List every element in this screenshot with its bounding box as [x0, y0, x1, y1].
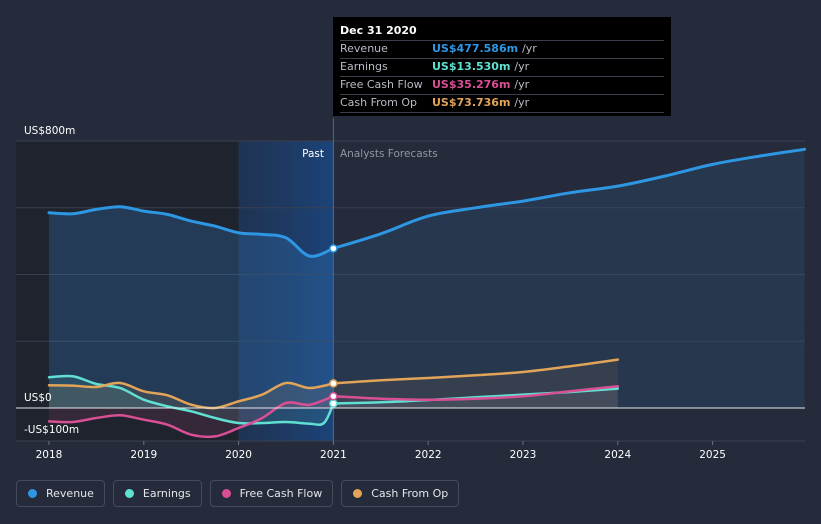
tooltip-row-unit: /yr — [522, 42, 537, 55]
free-cash-flow-forecast-line — [332, 385, 620, 401]
tooltip-row-value: US$477.586m — [432, 42, 519, 55]
tooltip-row-value: US$73.736m — [432, 96, 511, 109]
legend: Revenue Earnings Free Cash Flow Cash Fro… — [16, 480, 460, 507]
legend-item-free-cash-flow[interactable]: Free Cash Flow — [209, 480, 334, 507]
tooltip-row-free-cash-flow: Free Cash Flow US$35.276m /yr — [340, 77, 664, 95]
y-label-bottom: -US$100m — [24, 424, 79, 436]
legend-item-earnings[interactable]: Earnings — [112, 480, 202, 507]
cash-from-op-forecast-area — [333, 359, 618, 408]
past-label: Past — [302, 148, 324, 160]
x-tick-label: 2021 — [320, 449, 347, 461]
revenue-marker — [329, 244, 338, 253]
earnings-past-line — [47, 374, 335, 427]
cash-from-op-marker — [329, 379, 338, 388]
legend-label: Earnings — [142, 487, 191, 500]
x-tick-label: 2018 — [36, 449, 63, 461]
x-tick-label: 2025 — [699, 449, 726, 461]
revenue-forecast-line — [331, 147, 807, 250]
free-cash-flow-past-line — [47, 394, 335, 439]
x-tick-label: 2023 — [510, 449, 537, 461]
revenue-past-line — [47, 205, 335, 258]
tooltip-row-label: Cash From Op — [340, 96, 418, 109]
free-cash-flow-dot-icon — [221, 489, 231, 498]
x-tick-label: 2024 — [604, 449, 631, 461]
free-cash-flow-marker — [329, 391, 338, 401]
legend-label: Free Cash Flow — [239, 487, 323, 500]
revenue-past-area — [49, 206, 334, 408]
cash-from-op-dot-icon — [353, 489, 363, 498]
legend-label: Cash From Op — [371, 487, 449, 500]
legend-item-revenue[interactable]: Revenue — [16, 480, 105, 507]
tooltip-row-revenue: Revenue US$477.586m /yr — [340, 41, 664, 59]
tooltip-row-label: Free Cash Flow — [340, 78, 423, 91]
cash-from-op-past-line — [47, 381, 335, 410]
tooltip-row-unit: /yr — [514, 96, 530, 109]
legend-item-cash-from-op[interactable]: Cash From Op — [341, 480, 460, 507]
tooltip-row-unit: /yr — [514, 60, 530, 73]
y-label-zero: US$0 — [24, 392, 52, 404]
tooltip-row-label: Revenue — [340, 42, 388, 55]
cash-from-op-forecast-line — [332, 358, 620, 385]
revenue-forecast-area — [333, 149, 805, 409]
tooltip: Dec 31 2020 Revenue US$477.586m /yr Earn… — [333, 17, 671, 116]
revenue-dot-icon — [28, 489, 37, 498]
x-tick-label: 2019 — [130, 449, 157, 461]
tooltip-row-value: US$13.530m — [432, 60, 511, 73]
forecast-label: Analysts Forecasts — [340, 148, 438, 160]
tooltip-row-cash-from-op: Cash From Op US$73.736m /yr — [340, 95, 664, 113]
free-cash-flow-past-area — [49, 396, 334, 437]
legend-label: Revenue — [46, 487, 94, 500]
x-tick-label: 2022 — [415, 449, 442, 461]
tooltip-date: Dec 31 2020 — [340, 23, 664, 41]
free-cash-flow-forecast-area — [333, 386, 618, 408]
tooltip-row-value: US$35.276m — [432, 78, 511, 91]
y-label-top: US$800m — [24, 125, 75, 137]
earnings-dot-icon — [124, 489, 134, 498]
earnings-marker — [329, 399, 338, 408]
past-region-highlight — [238, 141, 334, 441]
tooltip-row-unit: /yr — [514, 78, 530, 91]
tooltip-row-label: Earnings — [340, 60, 388, 73]
x-tick-label: 2020 — [225, 449, 252, 461]
tooltip-row-earnings: Earnings US$13.530m /yr — [340, 59, 664, 77]
